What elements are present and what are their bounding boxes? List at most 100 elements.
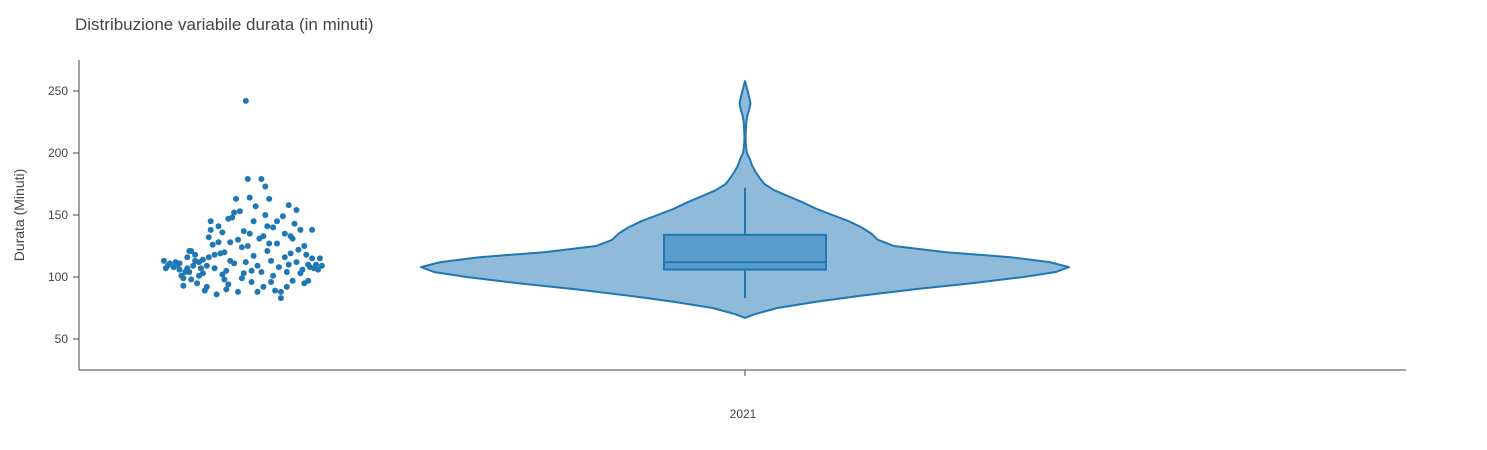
- data-point: [266, 195, 273, 202]
- data-point: [270, 272, 277, 279]
- data-point: [176, 260, 183, 267]
- data-point: [289, 277, 296, 284]
- data-point: [211, 265, 218, 272]
- data-point: [180, 275, 187, 282]
- data-point: [186, 269, 193, 275]
- data-point: [180, 282, 187, 289]
- data-point: [274, 240, 280, 247]
- data-point: [160, 257, 167, 264]
- data-point: [236, 208, 243, 215]
- data-point: [242, 97, 249, 104]
- data-point: [196, 272, 202, 279]
- y-tick-label: 250: [48, 84, 68, 98]
- y-tick-label: 150: [48, 208, 68, 222]
- data-point: [213, 291, 220, 298]
- data-point: [266, 240, 273, 247]
- data-point: [219, 271, 226, 278]
- data-point: [309, 226, 316, 233]
- data-point: [250, 252, 257, 259]
- data-point: [301, 243, 308, 249]
- data-point: [281, 254, 288, 261]
- data-point: [264, 223, 271, 230]
- data-point: [260, 283, 267, 290]
- data-point: [192, 251, 199, 258]
- data-point: [205, 254, 212, 261]
- data-point: [166, 260, 173, 267]
- data-point: [244, 243, 251, 249]
- data-point: [225, 215, 232, 222]
- data-point: [252, 203, 259, 210]
- data-point: [190, 262, 197, 269]
- data-point: [219, 229, 226, 236]
- data-point: [235, 236, 241, 243]
- axes: 50 100 150 200 250: [48, 60, 1406, 376]
- data-point: [227, 239, 234, 246]
- data-point: [293, 207, 300, 213]
- data-point: [264, 248, 271, 254]
- data-point: [223, 286, 230, 293]
- data-point: [277, 295, 284, 302]
- data-point: [238, 275, 245, 282]
- data-point: [297, 270, 304, 277]
- data-point: [297, 226, 304, 233]
- data-point: [285, 261, 292, 268]
- y-tick-label: 200: [48, 146, 68, 160]
- data-point: [209, 241, 216, 248]
- data-point: [242, 259, 249, 266]
- data-point: [235, 288, 241, 295]
- data-point: [305, 277, 312, 284]
- data-point: [215, 239, 222, 246]
- data-point: [194, 280, 201, 287]
- data-point: [287, 250, 294, 257]
- data-point: [262, 183, 269, 190]
- box-iqr: [663, 233, 827, 271]
- data-point: [285, 202, 292, 209]
- data-point: [248, 267, 255, 274]
- y-axis-title: Durata (Minuti): [11, 169, 27, 262]
- data-point: [270, 224, 277, 231]
- data-point: [207, 226, 214, 233]
- data-point: [313, 261, 319, 268]
- y-tick-label: 100: [48, 270, 68, 284]
- data-point: [240, 270, 247, 277]
- data-point: [272, 287, 279, 294]
- data-point: [248, 279, 255, 285]
- data-point: [238, 244, 245, 251]
- data-point: [316, 255, 323, 262]
- data-point: [207, 218, 214, 225]
- data-point: [295, 246, 302, 253]
- data-point: [293, 259, 300, 266]
- data-point: [315, 266, 321, 273]
- data-point: [199, 256, 206, 263]
- y-tick-label: 50: [55, 332, 69, 346]
- data-point: [258, 269, 265, 275]
- data-point: [240, 228, 247, 235]
- data-point: [246, 230, 253, 237]
- data-point: [211, 251, 218, 258]
- data-point: [279, 213, 286, 220]
- data-point: [203, 262, 210, 269]
- data-point: [318, 262, 325, 269]
- data-point: [176, 266, 183, 273]
- data-point: [260, 233, 267, 240]
- data-point: [227, 257, 234, 264]
- data-point: [254, 288, 261, 295]
- data-point: [291, 220, 298, 227]
- data-point: [268, 279, 275, 285]
- data-point: [268, 257, 275, 264]
- chart-title: Distribuzione variabile durata (in minut…: [75, 15, 374, 34]
- data-point: [233, 195, 240, 202]
- data-point: [250, 218, 257, 225]
- data-point: [221, 249, 228, 256]
- data-point: [289, 235, 296, 242]
- data-point: [215, 223, 222, 230]
- data-point: [205, 234, 212, 241]
- data-point: [244, 176, 251, 182]
- data-point: [275, 264, 282, 271]
- data-point: [303, 251, 310, 258]
- data-point: [225, 281, 232, 288]
- data-point: [197, 265, 204, 272]
- data-point: [258, 176, 265, 182]
